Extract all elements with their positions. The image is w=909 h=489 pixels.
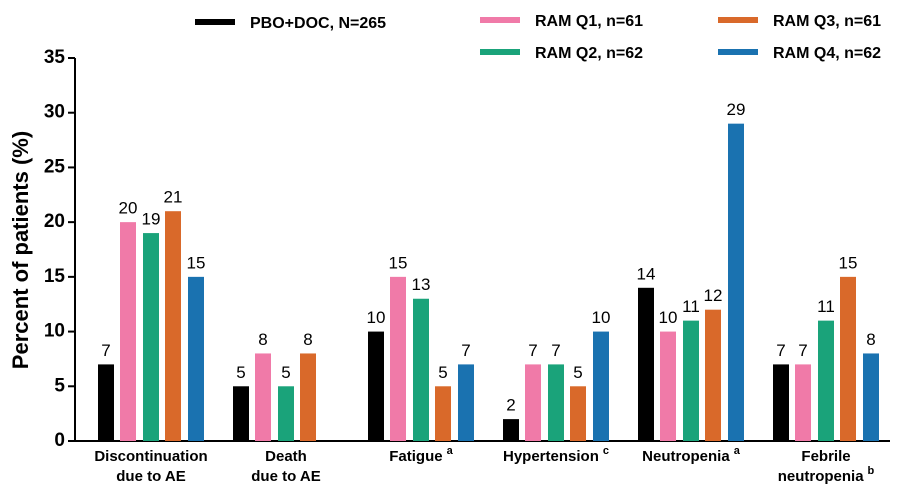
data-label: 10 (367, 308, 386, 327)
data-label: 8 (866, 330, 875, 349)
bar (548, 364, 564, 441)
x-tick-label-line: neutropenia (778, 468, 864, 485)
x-tick-label: Neutropenia a (642, 445, 741, 465)
data-label: 5 (573, 363, 582, 382)
data-label: 7 (528, 341, 537, 360)
data-label: 7 (551, 341, 560, 360)
legend-label: RAM Q2, n=62 (535, 45, 643, 62)
data-label: 7 (798, 341, 807, 360)
data-label: 7 (461, 341, 470, 360)
data-label: 2 (506, 396, 515, 415)
bar (413, 298, 429, 441)
data-label: 11 (682, 297, 700, 316)
bar (98, 364, 114, 441)
data-label: 7 (101, 341, 110, 360)
y-tick-label: 25 (44, 156, 66, 177)
y-axis-label: Percent of patients (%) (8, 131, 33, 369)
bar (660, 331, 676, 441)
bar (593, 331, 609, 441)
bar (143, 233, 159, 441)
data-label: 15 (389, 253, 408, 272)
x-tick-label: Hypertension c (503, 445, 609, 465)
data-label: 5 (281, 363, 290, 382)
data-label: 19 (142, 210, 161, 229)
bar (570, 386, 586, 441)
legend-label: RAM Q4, n=62 (773, 45, 881, 62)
bar (165, 211, 181, 441)
data-label: 5 (438, 363, 447, 382)
y-tick-label: 5 (54, 375, 65, 396)
x-tick-label-line: Fatigue (389, 448, 442, 465)
x-tick-label: Febrile neutropenia b (778, 448, 875, 485)
bar (435, 386, 451, 441)
bar (278, 386, 294, 441)
x-tick-label-line: due to AE (116, 468, 185, 485)
legend-label: RAM Q3, n=61 (773, 13, 881, 30)
bar (458, 364, 474, 441)
footnote-mark: c (603, 445, 609, 457)
y-tick-label: 15 (44, 266, 66, 287)
x-tick-label-line: Neutropenia (642, 448, 730, 465)
bar (638, 287, 654, 441)
x-tick-label: Fatigue a (389, 445, 453, 465)
bar (818, 320, 834, 441)
footnote-mark: b (868, 465, 875, 477)
data-label: 20 (119, 199, 138, 218)
footnote-mark: a (447, 445, 454, 457)
bar (863, 353, 879, 441)
x-tick-label-line: due to AE (251, 468, 320, 485)
data-label: 14 (637, 264, 656, 283)
data-label: 7 (776, 341, 785, 360)
data-label: 21 (164, 188, 183, 207)
data-label: 8 (303, 330, 312, 349)
x-tick-label: Discontinuation due to AE (94, 448, 207, 485)
bar (728, 123, 744, 442)
bar (683, 320, 699, 441)
bar (390, 276, 406, 441)
bar (188, 276, 204, 441)
bar (525, 364, 541, 441)
data-label: 5 (236, 363, 245, 382)
bar (773, 364, 789, 441)
y-tick-label: 0 (54, 430, 65, 451)
bar (368, 331, 384, 441)
legend-label: RAM Q1, n=61 (535, 13, 643, 30)
data-label: 10 (659, 308, 678, 327)
x-tick-label-line: Febrile (801, 448, 850, 465)
data-label: 11 (817, 297, 835, 316)
footnote-mark: a (734, 445, 741, 457)
data-label: 10 (592, 308, 611, 327)
bar (840, 276, 856, 441)
y-tick-label: 35 (44, 47, 66, 68)
x-tick-label-line: Hypertension (503, 448, 599, 465)
bar (233, 386, 249, 441)
x-tick-label-line: Discontinuation (94, 448, 207, 465)
y-tick-label: 30 (44, 102, 65, 123)
data-label: 29 (727, 100, 746, 119)
data-label: 8 (258, 330, 267, 349)
x-tick-label: Death due to AE (251, 448, 320, 485)
y-tick-label: 10 (44, 321, 65, 342)
bar (255, 353, 271, 441)
x-tick-label-line: Death (265, 448, 307, 465)
data-label: 15 (187, 253, 206, 272)
data-label: 13 (412, 275, 431, 294)
data-label: 12 (704, 286, 723, 305)
y-tick-label: 20 (44, 211, 65, 232)
bar (300, 353, 316, 441)
data-label: 15 (839, 253, 858, 272)
bar (503, 419, 519, 441)
legend-label: PBO+DOC, N=265 (250, 15, 386, 32)
bar (795, 364, 811, 441)
bar (120, 222, 136, 441)
bar (705, 309, 721, 441)
